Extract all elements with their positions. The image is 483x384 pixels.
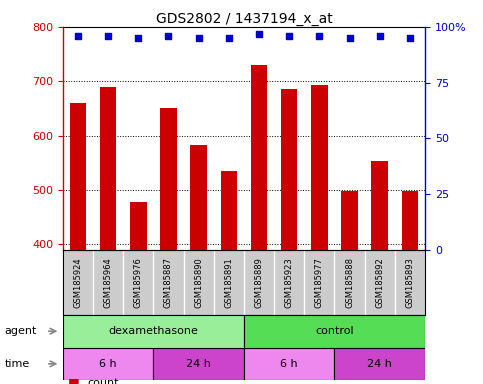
Title: GDS2802 / 1437194_x_at: GDS2802 / 1437194_x_at	[156, 12, 332, 26]
Text: 6 h: 6 h	[99, 359, 117, 369]
Text: control: control	[315, 326, 354, 336]
Bar	[371, 161, 388, 250]
Bar	[341, 191, 358, 250]
Bar	[63, 348, 154, 380]
Point	[406, 35, 414, 41]
Bar	[221, 171, 237, 250]
Text: GSM185893: GSM185893	[405, 257, 414, 308]
Bar	[402, 191, 418, 250]
Point	[195, 35, 202, 41]
Text: 24 h: 24 h	[186, 359, 211, 369]
Point	[285, 33, 293, 39]
Text: GSM185889: GSM185889	[255, 257, 264, 308]
Bar	[251, 65, 267, 250]
Text: dexamethasone: dexamethasone	[108, 326, 199, 336]
Point	[376, 33, 384, 39]
Bar	[70, 103, 86, 250]
Text: GSM185890: GSM185890	[194, 257, 203, 308]
Text: time: time	[5, 359, 30, 369]
Bar	[130, 202, 146, 250]
Text: GSM185892: GSM185892	[375, 257, 384, 308]
Text: ■: ■	[68, 376, 79, 384]
Text: GSM185923: GSM185923	[284, 257, 294, 308]
Point	[255, 30, 263, 36]
Bar	[190, 145, 207, 250]
Bar	[63, 315, 244, 348]
Text: GSM185888: GSM185888	[345, 257, 354, 308]
Text: 24 h: 24 h	[367, 359, 392, 369]
Point	[225, 35, 233, 41]
Point	[104, 33, 112, 39]
Bar	[281, 89, 298, 250]
Bar	[100, 87, 116, 250]
Bar	[335, 348, 425, 380]
Text: GSM185887: GSM185887	[164, 257, 173, 308]
Text: GSM185977: GSM185977	[315, 257, 324, 308]
Text: GSM185976: GSM185976	[134, 257, 143, 308]
Text: GSM185924: GSM185924	[73, 257, 83, 308]
Point	[315, 33, 323, 39]
Bar	[244, 315, 425, 348]
Point	[346, 35, 354, 41]
Text: agent: agent	[5, 326, 37, 336]
Bar	[160, 108, 177, 250]
Text: GSM185964: GSM185964	[103, 257, 113, 308]
Text: count: count	[87, 378, 118, 384]
Point	[74, 33, 82, 39]
Bar	[244, 348, 334, 380]
Point	[165, 33, 172, 39]
Text: 6 h: 6 h	[281, 359, 298, 369]
Point	[134, 35, 142, 41]
Bar	[311, 85, 327, 250]
Bar	[154, 348, 244, 380]
Text: GSM185891: GSM185891	[224, 257, 233, 308]
